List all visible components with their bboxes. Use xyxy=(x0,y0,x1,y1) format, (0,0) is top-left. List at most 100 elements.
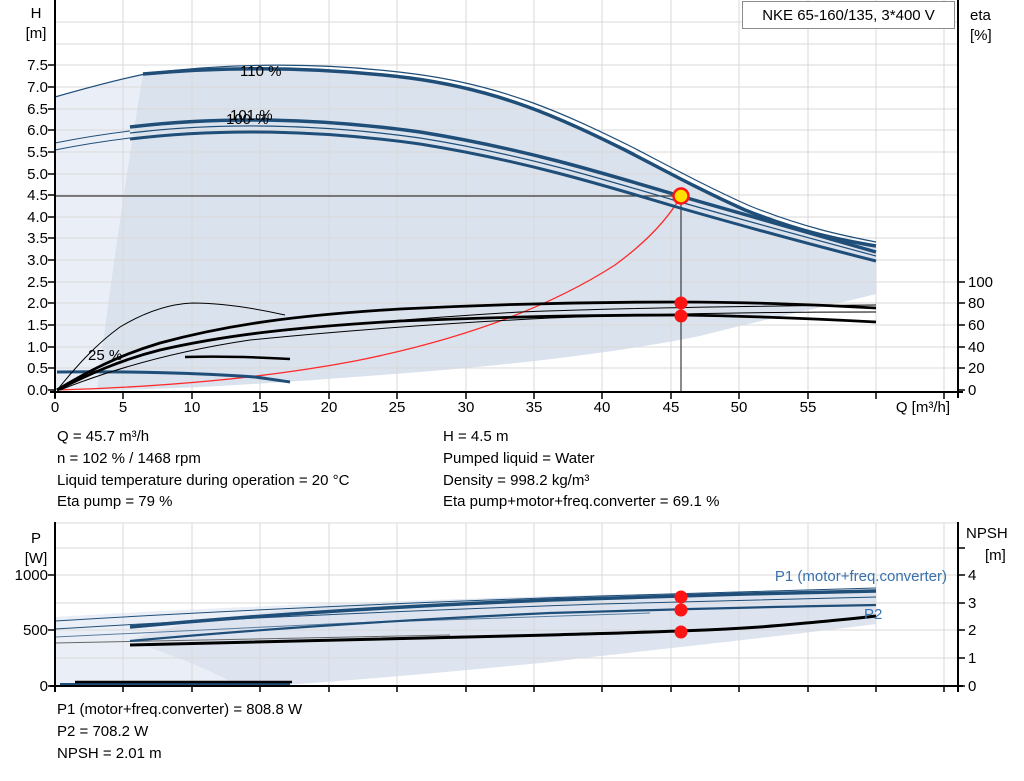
curve-102pct xyxy=(129,118,877,254)
npsh-tick-label: 3 xyxy=(968,595,976,612)
npsh-axis-unit: [m] xyxy=(985,547,1006,564)
eta-thin-curve-a xyxy=(56,304,877,391)
result-n: n = 102 % / 1468 rpm xyxy=(57,449,201,467)
h-tick-label: 0.0 xyxy=(27,382,48,399)
q-tick-label: 55 xyxy=(800,399,817,416)
result-liquid-temperature: Liquid temperature during operation = 20… xyxy=(57,471,350,489)
npsh-axis-ticks xyxy=(958,547,965,687)
pump-title-box: NKE 65-160/135, 3*400 V xyxy=(742,1,955,29)
eta-thin-curve-b xyxy=(59,311,877,391)
curve-110pct xyxy=(142,67,877,248)
h-axis-title: H xyxy=(31,5,42,22)
q-tick-label: 45 xyxy=(663,399,680,416)
h-tick-label: 3.5 xyxy=(27,230,48,247)
result-p1: P1 (motor+freq.converter) = 808.8 W xyxy=(57,701,303,718)
result-q: Q = 45.7 m³/h xyxy=(57,428,150,445)
result-eta-total: Eta pump+motor+freq.converter = 69.1 % xyxy=(443,493,720,511)
p-axis-unit: [W] xyxy=(25,550,48,567)
curve-label-p1: P1 (motor+freq.converter) xyxy=(775,568,947,585)
eta-pump-curve xyxy=(56,300,877,392)
h-axis-ticks xyxy=(48,64,55,391)
eta-tick-label: 100 xyxy=(968,274,993,291)
operating-point-marker xyxy=(672,187,690,205)
p-axis-ticks xyxy=(48,574,55,687)
q-tick-label: 20 xyxy=(321,399,338,416)
npsh-tick-label: 0 xyxy=(968,678,976,695)
eta-tick-label: 80 xyxy=(968,295,985,312)
q-tick-label: 25 xyxy=(389,399,406,416)
pump-title: NKE 65-160/135, 3*400 V xyxy=(762,6,935,24)
npsh-point-marker xyxy=(674,625,688,639)
npsh-tick-label: 2 xyxy=(968,622,976,639)
q-axis-title: Q [m³/h] xyxy=(896,399,950,416)
power-q-axis-ticks xyxy=(54,686,945,692)
result-p2: P2 = 708.2 W xyxy=(57,722,149,740)
h-tick-label: 7.0 xyxy=(27,79,48,96)
h-tick-label: 1.0 xyxy=(27,339,48,356)
qh-axes xyxy=(50,0,963,398)
npsh-curve xyxy=(129,614,877,647)
npsh-tick-label: 4 xyxy=(968,567,976,584)
eta-axis-title: eta xyxy=(970,7,992,24)
result-density: Density = 998.2 kg/m³ xyxy=(443,471,590,489)
power-npsh-chart: 1000 500 0 4 3 2 1 0 P [W] NPSH [m] P1 (… xyxy=(15,522,1008,695)
q-tick-label: 30 xyxy=(458,399,475,416)
q-tick-label: 0 xyxy=(51,399,59,416)
curve-label-110pct: 110 % xyxy=(240,63,281,80)
curve-25pct xyxy=(56,370,291,384)
envelope-light-region xyxy=(55,74,143,390)
result-h: H = 4.5 m xyxy=(443,428,509,445)
curve-left-thin-b xyxy=(54,137,131,151)
p-tick-label: 1000 xyxy=(15,567,48,584)
q-tick-label: 5 xyxy=(119,399,127,416)
eta-pump-point-marker xyxy=(674,296,688,310)
eta-25pct-segment xyxy=(184,355,291,361)
h-tick-label: 3.0 xyxy=(27,252,48,269)
curve-label-101pct: 101 % xyxy=(230,107,273,124)
h-tick-label: 6.5 xyxy=(27,101,48,118)
p2-curve xyxy=(129,603,877,643)
q-tick-label: 10 xyxy=(184,399,201,416)
gridlines-horizontal xyxy=(55,21,958,369)
p1-max-thin-curve xyxy=(54,587,877,622)
eta-total-point-marker xyxy=(674,309,688,323)
p2-point-marker xyxy=(674,603,688,617)
eta-tick-label: 20 xyxy=(968,360,985,377)
result-npsh: NPSH = 2.01 m xyxy=(57,744,162,762)
p-tick-label: 500 xyxy=(23,622,48,639)
h-tick-label: 0.5 xyxy=(27,360,48,377)
eta-small-arc-curve xyxy=(57,302,286,390)
npsh-tick-label: 1 xyxy=(968,650,976,667)
q-tick-label: 35 xyxy=(526,399,543,416)
h-tick-label: 6.0 xyxy=(27,122,48,139)
h-tick-label: 2.0 xyxy=(27,295,48,312)
curve-label-100pct: 100 % xyxy=(226,111,269,128)
h-tick-label: 7.5 xyxy=(27,57,48,74)
h-tick-label: 4.0 xyxy=(27,209,48,226)
curve-101pct xyxy=(129,125,877,257)
p1-point-marker xyxy=(674,590,688,604)
p1-curve xyxy=(129,589,877,629)
qh-chart: 7.5 7.0 6.5 6.0 5.5 5.0 4.5 4.0 3.5 3.0 … xyxy=(26,0,993,416)
h-tick-label: 2.5 xyxy=(27,274,48,291)
power-axes xyxy=(50,522,963,692)
h-tick-label: 5.0 xyxy=(27,166,48,183)
results-upper-right: H = 4.5 m Pumped liquid = Water Density … xyxy=(443,426,719,513)
results-lower: P1 (motor+freq.converter) = 808.8 W P2 =… xyxy=(57,699,302,764)
p-tick-label: 0 xyxy=(40,678,48,695)
h-axis-unit: [m] xyxy=(26,25,47,42)
npsh-axis-title: NPSH xyxy=(966,525,1008,542)
q-axis-ticks xyxy=(54,392,945,399)
p-axis-title: P xyxy=(31,530,41,547)
q-tick-label: 40 xyxy=(594,399,611,416)
curve-label-25pct: 25 % xyxy=(88,347,122,364)
eta-axis-ticks xyxy=(958,281,965,391)
result-eta-pump: Eta pump = 79 % xyxy=(57,493,173,511)
eta-tick-label: 60 xyxy=(968,317,985,334)
curve-label-p2: P2 xyxy=(864,606,882,623)
eta-tick-label: 40 xyxy=(968,339,985,356)
h-tick-label: 4.5 xyxy=(27,187,48,204)
q-tick-label: 15 xyxy=(252,399,269,416)
curve-100pct xyxy=(129,130,877,263)
